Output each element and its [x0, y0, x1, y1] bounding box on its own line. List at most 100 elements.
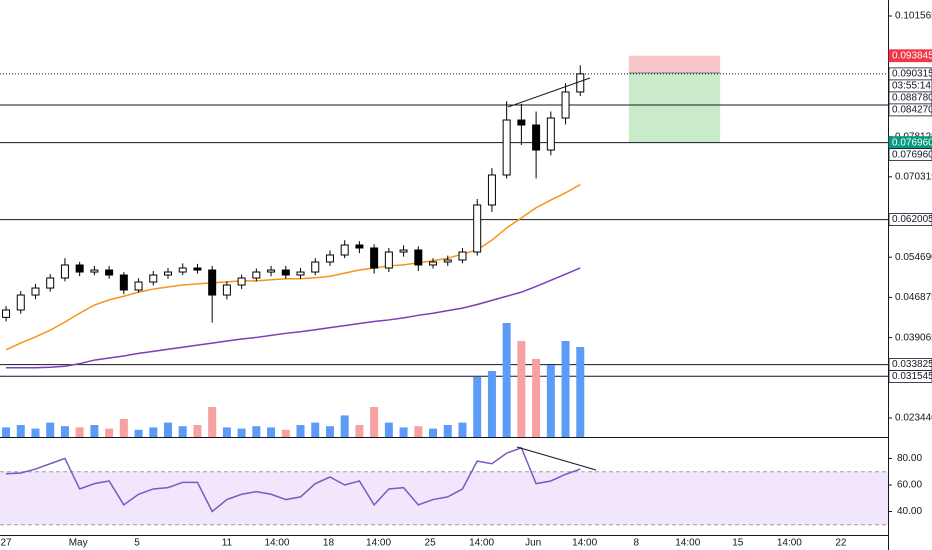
candle-body — [31, 287, 40, 296]
x-tick-label: 14:00 — [469, 538, 494, 549]
volume-bar — [458, 422, 467, 437]
rsi-line — [6, 446, 581, 513]
countdown-label: 03:55:14 — [892, 81, 931, 92]
volume-bar — [340, 415, 349, 437]
candle-body — [399, 249, 408, 253]
price-label: 0.076960 — [892, 137, 932, 148]
x-tick-label: 14:00 — [264, 538, 289, 549]
target-zone — [628, 72, 721, 143]
volume-bar — [134, 429, 143, 437]
candle-body — [281, 269, 290, 276]
volume-bar — [325, 426, 334, 437]
candle-body — [576, 73, 585, 93]
volume-bar — [473, 377, 482, 437]
x-tick-label: 8 — [633, 538, 639, 549]
volume-bar — [281, 429, 290, 437]
candle-body — [458, 251, 467, 261]
volume-bar — [487, 371, 496, 437]
candle-body — [119, 274, 128, 291]
x-tick-label: 27 — [0, 538, 12, 549]
candle-body — [546, 117, 555, 151]
rsi-tick-label: 60.00 — [897, 480, 922, 491]
volume-bar — [208, 407, 217, 437]
rsi-trendline — [516, 446, 597, 471]
candle-body — [325, 254, 334, 263]
x-tick-label: 11 — [222, 538, 233, 549]
candle-body — [517, 119, 526, 126]
volume-bar — [267, 427, 276, 437]
volume-bar — [576, 347, 585, 437]
volume-bar — [355, 425, 364, 437]
candle-body — [60, 264, 69, 279]
candle-body — [532, 124, 541, 151]
candle-body — [370, 247, 379, 269]
volume-bar — [2, 427, 11, 437]
rsi-tick-label: 40.00 — [897, 506, 922, 517]
y-tick-label: 0.101565 — [895, 11, 932, 22]
y-tick-label: 0.023440 — [895, 413, 932, 424]
current-price-label: 0.090315 — [892, 69, 932, 80]
volume-bar — [311, 422, 320, 437]
candle-body — [429, 261, 438, 266]
candle-body — [473, 204, 482, 253]
volume-bar — [546, 365, 555, 437]
candle-body — [178, 267, 187, 273]
price-label-box — [888, 370, 932, 383]
volume-bar — [222, 427, 231, 437]
y-tick-label: 0.046875 — [895, 292, 932, 303]
stop-zone — [628, 55, 721, 73]
volume-bar — [502, 323, 511, 437]
candle-body — [90, 269, 99, 273]
volume-bar — [149, 427, 158, 437]
y-tick-label: 0.070315 — [895, 171, 932, 182]
candle-body — [311, 261, 320, 273]
candle-body — [443, 259, 452, 263]
volume-bar — [164, 422, 172, 437]
main-layer — [2, 65, 585, 513]
volume-bar — [193, 425, 202, 437]
price-label: 0.093845 — [892, 50, 932, 61]
price-label: 0.033825 — [892, 359, 932, 370]
volume-bar — [46, 422, 55, 437]
volume-bar — [105, 428, 114, 437]
price-label: 0.062005 — [892, 214, 932, 225]
price-label: 0.031545 — [892, 371, 932, 382]
volume-bar — [178, 426, 187, 437]
volume-bar — [75, 427, 84, 437]
candle-body — [414, 249, 423, 266]
volume-bar — [90, 425, 99, 437]
candle-body — [208, 269, 217, 296]
x-tick-label: May — [69, 538, 88, 549]
volume-bar — [296, 425, 305, 437]
volume-bar — [119, 419, 128, 437]
candle-body — [193, 267, 202, 271]
candle-body — [134, 281, 143, 291]
candle-body — [487, 174, 496, 206]
candle-body — [561, 91, 570, 119]
candle-body — [46, 277, 55, 289]
candle-body — [149, 274, 158, 283]
x-tick-label: 15 — [732, 538, 744, 549]
price-trendline — [507, 77, 591, 108]
moving-average — [6, 267, 581, 369]
candle-body — [16, 294, 25, 311]
price-label: 0.076960 — [892, 149, 932, 160]
volume-bar — [31, 428, 40, 437]
price-label-box — [888, 213, 932, 226]
price-label-box — [888, 49, 932, 63]
volume-bar — [517, 341, 526, 437]
volume-bar — [252, 426, 261, 437]
volume-bar — [429, 428, 438, 437]
candle-body — [164, 271, 172, 276]
volume-bar — [561, 341, 570, 437]
x-tick-label: 14:00 — [572, 538, 597, 549]
candle-body — [296, 271, 305, 276]
x-tick-label: 14:00 — [366, 538, 391, 549]
volume-bar — [237, 428, 246, 437]
x-tick-label: 5 — [134, 538, 140, 549]
candle-body — [237, 277, 246, 286]
candle-body — [267, 269, 276, 273]
